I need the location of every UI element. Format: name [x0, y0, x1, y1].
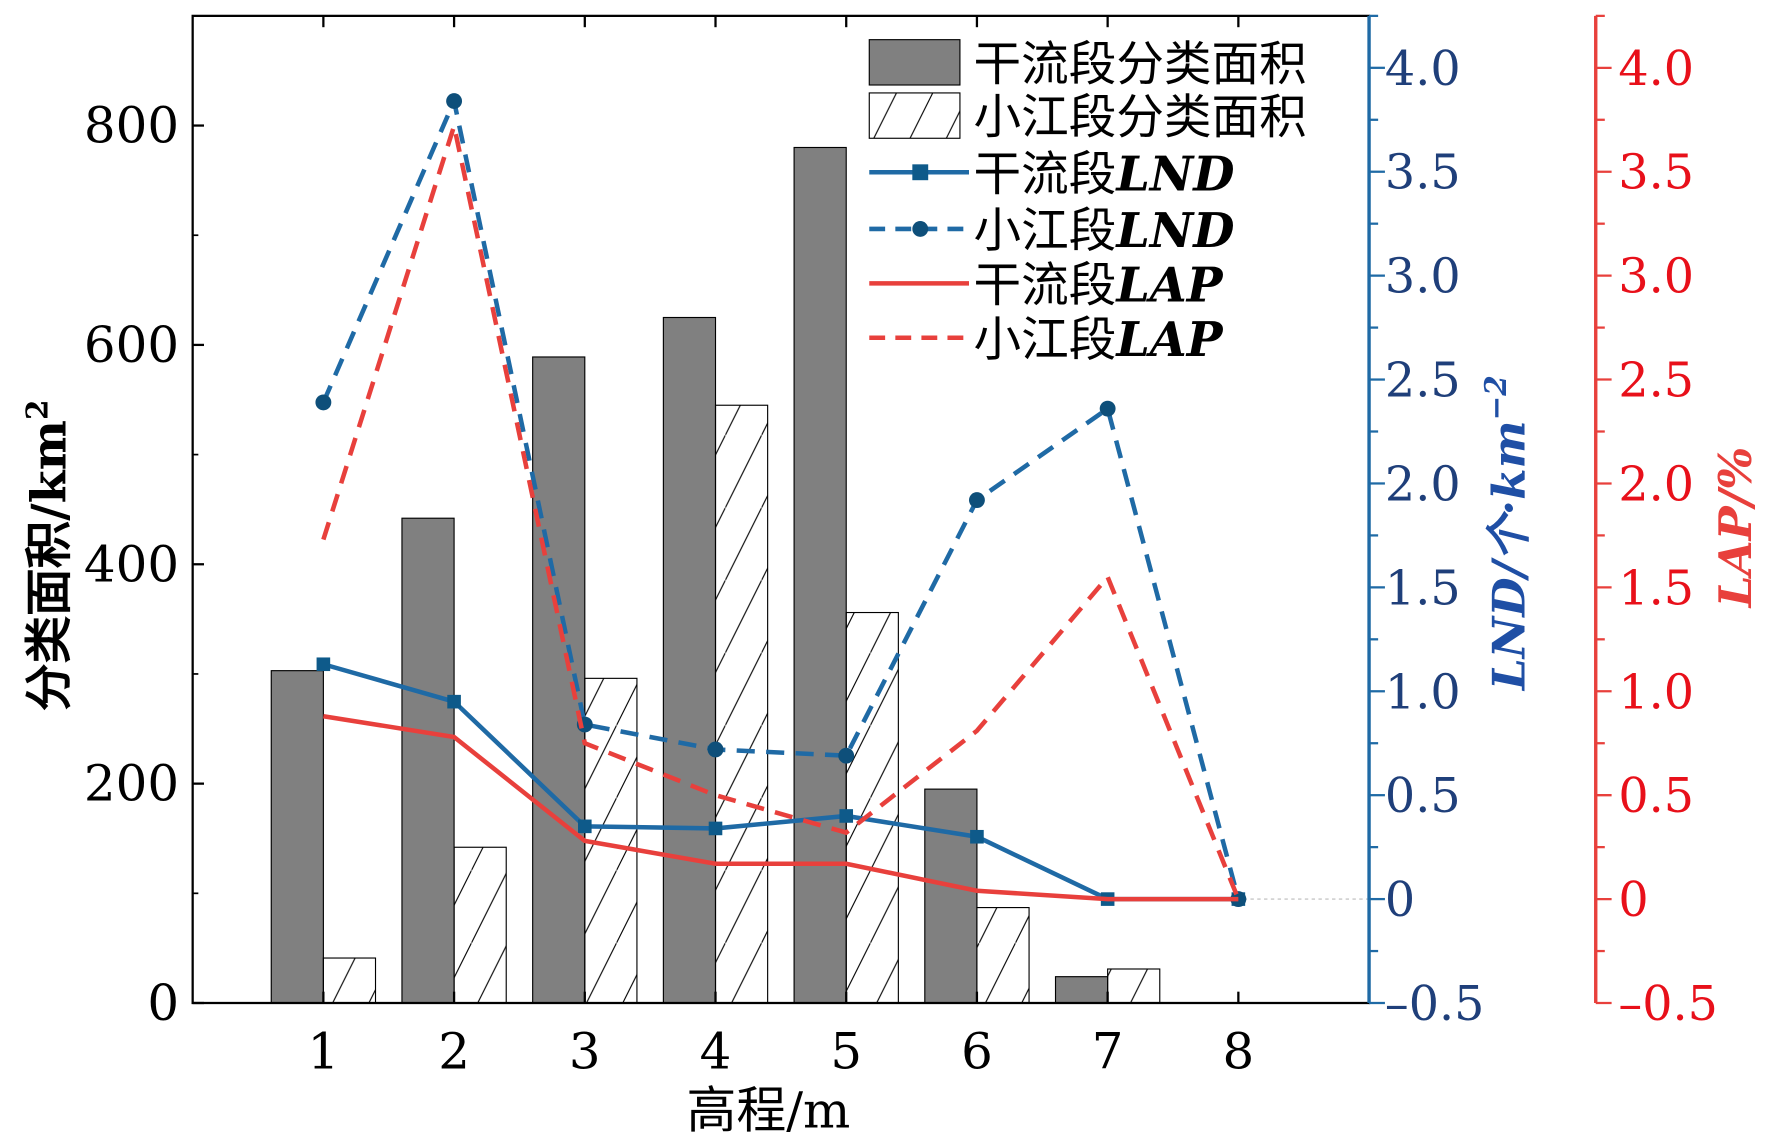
legend-swatch-bar-xiaojiang [868, 92, 961, 139]
lnd-tick-label: 0.5 [1385, 769, 1461, 824]
lap-tick-label: 2.5 [1618, 354, 1694, 409]
series-line-1 [321, 93, 1241, 900]
bar-xiaojiang-area [453, 846, 507, 1004]
bar-xiaojiang-area [845, 611, 899, 1004]
series-line-2 [323, 713, 1239, 902]
bar-ganliu-area [270, 670, 324, 1004]
lap-tick-label: –0.5 [1618, 977, 1717, 1032]
axes-layer: 1 2 3 4 5 6 7 8 0 200 400 600 800 –0.5 –0.5 0 0 0.5 0.5 1.0… [84, 14, 1718, 1081]
x-tick-label: 8 [1222, 1023, 1254, 1081]
bar-ganliu-area [793, 146, 847, 1004]
lnd-tick-label: 3.0 [1385, 250, 1461, 305]
legend-label-suffix: LAP [1114, 257, 1223, 313]
data-point-square [970, 829, 984, 844]
x-tick-label: 1 [308, 1023, 340, 1081]
legend-label: 小江段LAP [974, 312, 1224, 368]
data-point-circle [1099, 400, 1116, 417]
lnd-tick-label: 4.0 [1385, 42, 1461, 97]
lnd-tick-label: 0 [1385, 873, 1415, 928]
legend-label-prefix: 小江段 [974, 313, 1117, 368]
legend-label-prefix: 干流段 [974, 258, 1117, 313]
data-point-circle [969, 492, 985, 509]
lines-layer [315, 93, 1370, 908]
legend-label-prefix: 干流段 [974, 147, 1117, 202]
series-line-3 [321, 117, 1241, 900]
legend-label: 干流段LND [974, 146, 1235, 202]
bar-ganliu-area [401, 517, 455, 1004]
x-tick-label: 6 [961, 1023, 993, 1081]
data-point-square [578, 819, 592, 834]
y-left-tick-label: 0 [147, 974, 179, 1032]
data-point-circle [315, 394, 332, 411]
bar-xiaojiang-area [322, 957, 377, 1004]
legend-label-suffix: LAP [1114, 312, 1223, 368]
y-left-tick-label: 200 [84, 755, 179, 813]
lnd-tick-label: –0.5 [1385, 977, 1484, 1032]
lap-tick-label: 1.5 [1618, 561, 1694, 616]
legend-label: 小江段LND [974, 203, 1235, 259]
y-axis-left-label: 分类面积/km2 [20, 400, 78, 712]
bar-xiaojiang-area [976, 907, 1030, 1004]
lap-tick-label: 2.0 [1618, 457, 1694, 512]
legend-label-prefix: 小江段 [974, 204, 1117, 259]
legend-marker-square [912, 164, 929, 181]
x-axis-label: 高程/m [687, 1082, 851, 1139]
x-tick-label: 7 [1092, 1023, 1124, 1081]
data-point-circle [446, 93, 463, 110]
data-point-square [708, 821, 723, 836]
series-line-0 [322, 662, 1239, 902]
legend-label: 干流段LAP [974, 257, 1224, 313]
y-axis-lnd-label: LND/个·km−2 [1478, 375, 1535, 692]
bar-xiaojiang-area [714, 404, 769, 1004]
data-point-square [839, 809, 854, 823]
x-tick-label: 5 [830, 1023, 862, 1081]
lap-tick-label: 4.0 [1618, 42, 1694, 97]
lap-tick-label: 1.0 [1618, 665, 1694, 720]
lnd-tick-label: 1.0 [1385, 665, 1461, 720]
lnd-tick-label: 3.5 [1385, 146, 1461, 201]
bar-ganliu-area [924, 788, 978, 1004]
bar-ganliu-area [662, 316, 717, 1004]
data-point-square [316, 657, 331, 672]
legend-label-suffix: LND [1114, 203, 1234, 259]
bar-ganliu-area [1054, 976, 1109, 1004]
data-point-circle [838, 747, 855, 764]
lnd-tick-label: 2.5 [1385, 354, 1461, 409]
y-left-tick-label: 800 [84, 97, 179, 155]
legend-swatch-bar-ganliu [868, 39, 961, 86]
lap-tick-label: 0.5 [1618, 769, 1694, 824]
lap-tick-label: 3.5 [1618, 146, 1694, 201]
lap-tick-label: 3.0 [1618, 250, 1694, 305]
lnd-tick-label: 1.5 [1385, 561, 1461, 616]
x-tick-label: 2 [438, 1023, 470, 1081]
legend-label: 小江段分类面积 [974, 91, 1307, 146]
bar-xiaojiang-area [1107, 968, 1161, 1004]
y-left-tick-label: 600 [84, 316, 179, 374]
x-tick-label: 3 [569, 1023, 601, 1081]
y-left-tick-label: 400 [84, 535, 179, 593]
legend-label: 干流段分类面积 [974, 37, 1307, 92]
y-axis-lap-label: LAP/% [1708, 447, 1762, 610]
legend-marker-circle [912, 221, 929, 237]
legend-label-suffix: LND [1114, 146, 1234, 202]
lap-tick-label: 0 [1618, 873, 1648, 928]
data-point-circle [707, 741, 724, 758]
lnd-tick-label: 2.0 [1385, 457, 1461, 512]
x-tick-label: 4 [700, 1023, 732, 1081]
data-point-square [447, 694, 461, 709]
